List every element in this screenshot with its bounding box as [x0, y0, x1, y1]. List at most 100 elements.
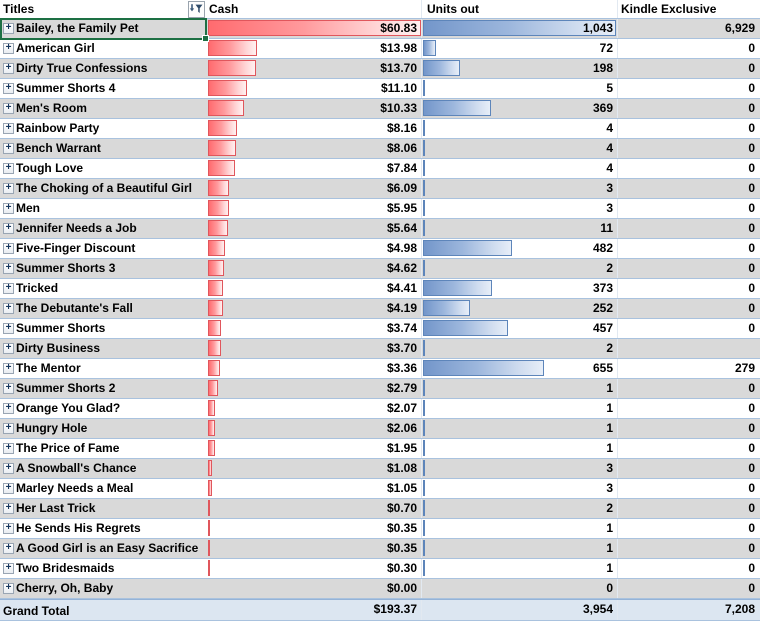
- table-row[interactable]: Men $5.95 3 0: [0, 199, 760, 219]
- kindle-exclusive-cell[interactable]: 0: [618, 519, 760, 538]
- title-cell[interactable]: Orange You Glad?: [0, 399, 207, 418]
- expand-icon[interactable]: [3, 383, 14, 394]
- units-out-cell[interactable]: 0: [422, 579, 618, 598]
- cash-cell[interactable]: $0.30: [207, 559, 422, 578]
- expand-icon[interactable]: [3, 463, 14, 474]
- title-cell[interactable]: Two Bridesmaids: [0, 559, 207, 578]
- cash-cell[interactable]: $2.06: [207, 419, 422, 438]
- expand-icon[interactable]: [3, 123, 14, 134]
- title-cell[interactable]: Bailey, the Family Pet: [0, 19, 207, 38]
- kindle-exclusive-cell[interactable]: 0: [618, 419, 760, 438]
- title-cell[interactable]: He Sends His Regrets: [0, 519, 207, 538]
- kindle-exclusive-cell[interactable]: 0: [618, 259, 760, 278]
- title-cell[interactable]: Summer Shorts 2: [0, 379, 207, 398]
- expand-icon[interactable]: [3, 503, 14, 514]
- title-cell[interactable]: Marley Needs a Meal: [0, 479, 207, 498]
- kindle-exclusive-cell[interactable]: 0: [618, 399, 760, 418]
- expand-icon[interactable]: [3, 563, 14, 574]
- title-cell[interactable]: Bench Warrant: [0, 139, 207, 158]
- kindle-exclusive-cell[interactable]: 279: [618, 359, 760, 378]
- units-out-cell[interactable]: 2: [422, 259, 618, 278]
- kindle-exclusive-cell[interactable]: [618, 339, 760, 358]
- cash-cell[interactable]: $4.98: [207, 239, 422, 258]
- title-cell[interactable]: Dirty Business: [0, 339, 207, 358]
- units-out-cell[interactable]: 1: [422, 439, 618, 458]
- cash-cell[interactable]: $4.19: [207, 299, 422, 318]
- units-out-cell[interactable]: 3: [422, 459, 618, 478]
- expand-icon[interactable]: [3, 543, 14, 554]
- title-cell[interactable]: Men: [0, 199, 207, 218]
- units-out-cell[interactable]: 1: [422, 379, 618, 398]
- expand-icon[interactable]: [3, 403, 14, 414]
- title-cell[interactable]: Tricked: [0, 279, 207, 298]
- cash-cell[interactable]: $1.95: [207, 439, 422, 458]
- table-row[interactable]: Dirty Business $3.70 2: [0, 339, 760, 359]
- units-out-cell[interactable]: 2: [422, 339, 618, 358]
- kindle-exclusive-cell[interactable]: 0: [618, 579, 760, 598]
- cash-cell[interactable]: $60.83: [207, 19, 422, 38]
- expand-icon[interactable]: [3, 303, 14, 314]
- kindle-exclusive-cell[interactable]: 0: [618, 319, 760, 338]
- cash-cell[interactable]: $2.79: [207, 379, 422, 398]
- kindle-exclusive-cell[interactable]: 0: [618, 219, 760, 238]
- cash-cell[interactable]: $1.05: [207, 479, 422, 498]
- cash-cell[interactable]: $10.33: [207, 99, 422, 118]
- table-row[interactable]: The Debutante's Fall $4.19 252 0: [0, 299, 760, 319]
- table-row[interactable]: Five-Finger Discount $4.98 482 0: [0, 239, 760, 259]
- kindle-exclusive-cell[interactable]: 0: [618, 139, 760, 158]
- cash-cell[interactable]: $3.74: [207, 319, 422, 338]
- cash-cell[interactable]: $11.10: [207, 79, 422, 98]
- kindle-exclusive-cell[interactable]: 0: [618, 159, 760, 178]
- cash-cell[interactable]: $13.70: [207, 59, 422, 78]
- table-row[interactable]: Jennifer Needs a Job $5.64 11 0: [0, 219, 760, 239]
- title-cell[interactable]: The Choking of a Beautiful Girl: [0, 179, 207, 198]
- units-out-cell[interactable]: 4: [422, 139, 618, 158]
- table-row[interactable]: Summer Shorts 4 $11.10 5 0: [0, 79, 760, 99]
- cash-cell[interactable]: $3.70: [207, 339, 422, 358]
- expand-icon[interactable]: [3, 83, 14, 94]
- table-row[interactable]: Summer Shorts $3.74 457 0: [0, 319, 760, 339]
- column-header-titles[interactable]: Titles: [0, 0, 207, 18]
- table-row[interactable]: Rainbow Party $8.16 4 0: [0, 119, 760, 139]
- expand-icon[interactable]: [3, 363, 14, 374]
- cash-cell[interactable]: $3.36: [207, 359, 422, 378]
- kindle-exclusive-cell[interactable]: 0: [618, 479, 760, 498]
- table-row[interactable]: Tough Love $7.84 4 0: [0, 159, 760, 179]
- cash-cell[interactable]: $4.41: [207, 279, 422, 298]
- expand-icon[interactable]: [3, 583, 14, 594]
- expand-icon[interactable]: [3, 183, 14, 194]
- sort-filter-icon[interactable]: [188, 1, 205, 18]
- kindle-exclusive-cell[interactable]: 0: [618, 279, 760, 298]
- units-out-cell[interactable]: 482: [422, 239, 618, 258]
- kindle-exclusive-cell[interactable]: 0: [618, 119, 760, 138]
- kindle-exclusive-cell[interactable]: 0: [618, 59, 760, 78]
- expand-icon[interactable]: [3, 63, 14, 74]
- cash-cell[interactable]: $13.98: [207, 39, 422, 58]
- table-row[interactable]: Her Last Trick $0.70 2 0: [0, 499, 760, 519]
- expand-icon[interactable]: [3, 423, 14, 434]
- kindle-exclusive-cell[interactable]: 0: [618, 179, 760, 198]
- cash-cell[interactable]: $6.09: [207, 179, 422, 198]
- kindle-exclusive-cell[interactable]: 0: [618, 379, 760, 398]
- table-row[interactable]: Orange You Glad? $2.07 1 0: [0, 399, 760, 419]
- table-row[interactable]: The Choking of a Beautiful Girl $6.09 3 …: [0, 179, 760, 199]
- column-header-cash[interactable]: Cash: [207, 0, 422, 18]
- cash-cell[interactable]: $8.16: [207, 119, 422, 138]
- cash-cell[interactable]: $0.35: [207, 539, 422, 558]
- title-cell[interactable]: Men's Room: [0, 99, 207, 118]
- units-out-cell[interactable]: 4: [422, 119, 618, 138]
- kindle-exclusive-cell[interactable]: 0: [618, 499, 760, 518]
- cash-cell[interactable]: $7.84: [207, 159, 422, 178]
- title-cell[interactable]: Dirty True Confessions: [0, 59, 207, 78]
- units-out-cell[interactable]: 1: [422, 419, 618, 438]
- units-out-cell[interactable]: 3: [422, 479, 618, 498]
- kindle-exclusive-cell[interactable]: 0: [618, 199, 760, 218]
- column-header-kindle-exclusive[interactable]: Kindle Exclusive: [621, 2, 717, 16]
- expand-icon[interactable]: [3, 323, 14, 334]
- units-out-cell[interactable]: 1: [422, 519, 618, 538]
- kindle-exclusive-cell[interactable]: 0: [618, 239, 760, 258]
- expand-icon[interactable]: [3, 223, 14, 234]
- units-out-cell[interactable]: 1: [422, 399, 618, 418]
- units-out-cell[interactable]: 1,043: [422, 19, 618, 38]
- table-row[interactable]: Summer Shorts 3 $4.62 2 0: [0, 259, 760, 279]
